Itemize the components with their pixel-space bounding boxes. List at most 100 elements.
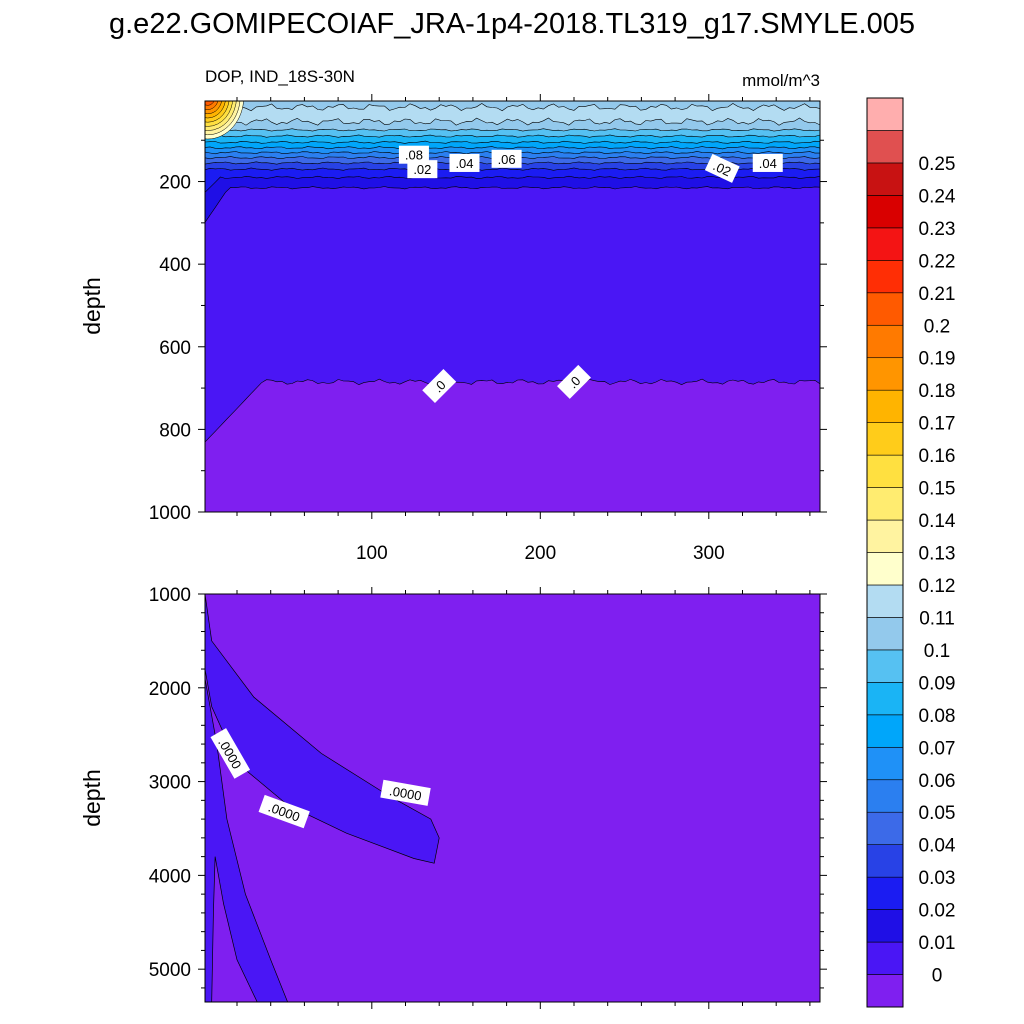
- chart-title: g.e22.GOMIPECOIAF_JRA-1p4-2018.TL319_g17…: [109, 8, 915, 40]
- colorbar-label: 0.21: [919, 284, 956, 305]
- surface-maximum-contour: [205, 101, 219, 110]
- lower-contour-label-text: .0000: [388, 783, 423, 803]
- upper-x-tick-label: 300: [693, 543, 725, 564]
- colorbar-swatch: [866, 714, 904, 748]
- colorbar-swatch: [866, 97, 904, 131]
- upper-contour-label: .02: [407, 160, 438, 179]
- colorbar-swatch: [866, 682, 904, 716]
- colorbar-swatch: [866, 422, 904, 456]
- colorbar-swatch: [866, 454, 904, 488]
- colorbar-label: 0.18: [919, 381, 956, 402]
- colorbar-label: 0.22: [919, 251, 956, 272]
- lower-y-tick-label: 4000: [149, 866, 191, 887]
- colorbar-label: 0.04: [919, 836, 956, 857]
- upper-y-tick-label: 200: [159, 173, 191, 194]
- lower-y-tick-label: 2000: [149, 679, 191, 700]
- colorbar-label: 0.1: [924, 641, 950, 662]
- colorbar-label: 0.08: [919, 706, 956, 727]
- colorbar-swatch: [866, 876, 904, 910]
- colorbar-swatch: [866, 584, 904, 618]
- lower-contour-label: .0000: [258, 794, 310, 829]
- upper-contour-label-text: .04: [759, 156, 777, 171]
- lower-wall-feature: [205, 678, 288, 1002]
- upper-contour-label: .04: [752, 153, 783, 172]
- colorbar-label: 0.23: [919, 219, 956, 240]
- lower-plot-frame: [204, 593, 821, 1003]
- colorbar: 0 0.01 0.02 0.03 0.04 0.05 0.06 0.07 0.08 0.09 0.1…: [866, 97, 956, 1008]
- upper-contour-line-0.09: [205, 134, 820, 138]
- upper-contour-label: .02: [704, 153, 740, 183]
- upper-plot-frame: [204, 100, 821, 513]
- colorbar-swatch: [866, 617, 904, 651]
- lower-contour-fills: [205, 594, 820, 1002]
- colorbar-swatch: [866, 941, 904, 975]
- lower-y-tick-label: 3000: [149, 773, 191, 794]
- colorbar-frame: [866, 97, 904, 1008]
- colorbar-swatch: [866, 357, 904, 391]
- colorbar-swatch: [866, 260, 904, 294]
- colorbar-label: 0.15: [919, 479, 956, 500]
- upper-contour-line-0.01: [205, 186, 820, 223]
- colorbar-swatch: [866, 162, 904, 196]
- colorbar-swatch: [866, 130, 904, 164]
- surface-maximum-contour: [205, 101, 215, 106]
- upper-contour-label-text: .06: [498, 152, 516, 167]
- colorbar-swatch: [866, 552, 904, 586]
- colorbar-swatch: [866, 487, 904, 521]
- upper-contour-line-0.02: [205, 175, 820, 193]
- upper-contour-line-0.0: [205, 378, 820, 443]
- colorbar-label: 0.16: [919, 446, 956, 467]
- upper-band-0.0: [205, 379, 820, 512]
- lower-y-tick-label: 5000: [149, 960, 191, 981]
- upper-x-tick-label: 100: [356, 543, 388, 564]
- colorbar-label: 0: [932, 966, 943, 987]
- lower-y-tick-label: 1000: [149, 585, 191, 606]
- upper-contour-labels: .08 .06 .04 .04 .02 .02 .0 .0: [398, 145, 783, 403]
- colorbar-swatch: [866, 779, 904, 813]
- colorbar-label: 0.24: [919, 186, 956, 207]
- colorbar-label: 0.12: [919, 576, 956, 597]
- colorbar-label: 0.11: [919, 608, 955, 629]
- upper-contour-line-0.08: [205, 140, 820, 144]
- colorbar-label: 0.06: [919, 771, 956, 792]
- upper-y-axis-label: depth: [79, 277, 105, 335]
- colorbar-swatch: [866, 227, 904, 261]
- colorbar-label: 0.01: [919, 933, 956, 954]
- colorbar-label: 0.2: [924, 316, 950, 337]
- upper-contour-line-0.07: [205, 146, 820, 150]
- upper-variable-label: DOP, IND_18S-30N: [205, 67, 355, 86]
- colorbar-swatch: [866, 844, 904, 878]
- upper-contour-label: .06: [491, 149, 522, 168]
- colorbar-label: 0.14: [919, 511, 956, 532]
- upper-contour-label: .08: [398, 145, 429, 164]
- upper-contour-label: .0: [422, 369, 457, 403]
- colorbar-label: 0.03: [919, 868, 956, 889]
- upper-contour-label-text: .02: [711, 158, 734, 179]
- colorbar-swatch: [866, 195, 904, 229]
- colorbar-label: 0.17: [919, 414, 956, 435]
- upper-y-tick-label: 400: [159, 255, 191, 276]
- upper-contour-label: .04: [449, 153, 480, 172]
- colorbar-swatch: [866, 649, 904, 683]
- upper-y-tick-label: 600: [159, 338, 191, 359]
- lower-contour-labels: .0000.0000.0000: [210, 728, 431, 829]
- colorbar-label: 0.07: [919, 738, 956, 759]
- upper-contour-fills: [205, 101, 820, 512]
- colorbar-label: 0.02: [919, 901, 956, 922]
- lower-contour-label: .0000: [380, 779, 431, 806]
- upper-y-tick-label: 1000: [149, 503, 191, 524]
- upper-axis-ticks: 200 400 600 800 1000 100 200 300: [149, 94, 827, 564]
- colorbar-swatch: [866, 909, 904, 943]
- colorbar-swatch: [866, 746, 904, 781]
- upper-contour-label: .0: [557, 364, 591, 399]
- colorbar-label: 0.25: [919, 154, 956, 175]
- colorbar-label: 0.13: [919, 544, 956, 565]
- colorbar-swatch: [866, 811, 904, 845]
- upper-contour-label-text: .04: [455, 156, 473, 171]
- upper-y-tick-label: 800: [159, 420, 191, 441]
- upper-contour-line-0.1: [205, 128, 820, 132]
- colorbar-label: 0.09: [919, 673, 956, 694]
- colorbar-swatch: [866, 974, 904, 1008]
- upper-panel: .08 .06 .04 .04 .02 .02 .0 .0 200 400 600 800 1000 1…: [79, 67, 827, 564]
